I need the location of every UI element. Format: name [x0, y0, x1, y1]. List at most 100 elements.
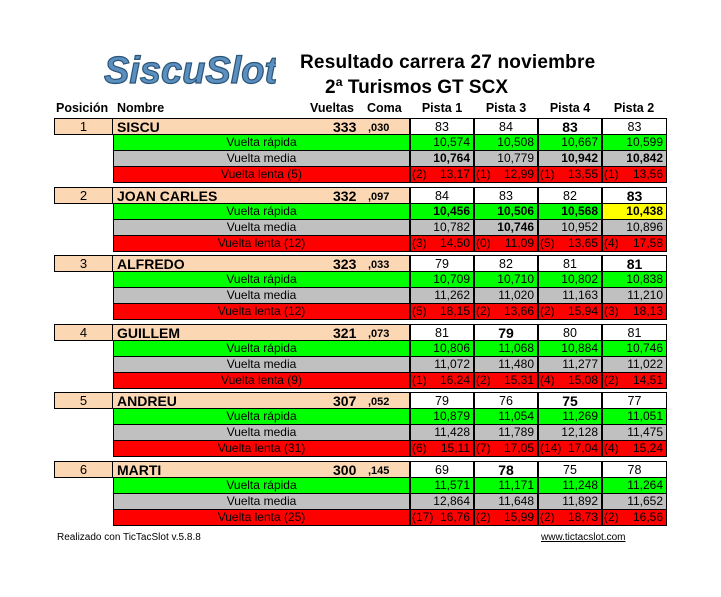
slow-lap-count: (2)	[540, 510, 555, 524]
slow-lap-count: (17)	[412, 510, 434, 524]
fast-lap-cell: 11,054	[474, 409, 538, 425]
fast-lap-label: Vuelta rápida	[113, 341, 410, 357]
track-laps-cell: 83	[474, 187, 538, 204]
slow-lap-time: 16,76	[439, 510, 470, 524]
slow-lap-cell: (1) 12,99	[474, 167, 538, 183]
average-lap-label: Vuelta media	[113, 494, 410, 510]
average-lap-cell: 11,480	[474, 357, 538, 373]
slow-lap-cell: (1) 13,55	[538, 167, 602, 183]
position-cell: 5	[54, 392, 113, 409]
track-laps-cell: 81	[538, 255, 602, 272]
average-lap-cell: 12,128	[538, 425, 602, 441]
lap-fraction: ,097	[368, 191, 390, 203]
average-lap-cell: 10,746	[474, 220, 538, 236]
slow-lap-count: (6)	[412, 441, 427, 455]
driver-name: ALFREDO	[117, 256, 185, 272]
average-lap-cell: 11,262	[410, 288, 474, 304]
average-lap-label: Vuelta media	[113, 425, 410, 441]
slow-lap-cell: (2) 15,99	[474, 510, 538, 526]
slow-lap-cell: (2) 15,31	[474, 373, 538, 389]
slow-lap-time: 15,31	[503, 373, 534, 387]
fast-lap-cell: 10,710	[474, 272, 538, 288]
track-laps-cell: 84	[410, 187, 474, 204]
lap-fraction: ,145	[368, 465, 390, 477]
track-laps-cell: 84	[474, 118, 538, 135]
track-laps-cell: 79	[410, 255, 474, 272]
slow-lap-time: 13,55	[567, 167, 598, 181]
slow-lap-count: (2)	[540, 304, 555, 318]
header-pista-2: Pista 2	[613, 101, 655, 115]
slow-lap-count: (4)	[604, 236, 619, 250]
slow-lap-cell: (2) 13,66	[474, 304, 538, 320]
driver-name: JOAN CARLES	[117, 188, 218, 204]
average-lap-cell: 11,163	[538, 288, 602, 304]
slow-lap-cell: (7) 17,05	[474, 441, 538, 457]
slow-lap-count: (3)	[412, 236, 427, 250]
slow-lap-label: Vuelta lenta (5)	[113, 167, 410, 183]
track-laps-cell: 75	[538, 461, 602, 478]
average-lap-cell: 11,022	[602, 357, 667, 373]
driver-row-header: SISCU 333 ,030	[113, 118, 410, 135]
average-lap-label: Vuelta media	[113, 151, 410, 167]
driver-name: SISCU	[117, 119, 160, 135]
slow-lap-time: 14,51	[632, 373, 663, 387]
slow-lap-count: (2)	[476, 373, 491, 387]
fast-lap-cell: 10,746	[602, 341, 667, 357]
average-lap-cell: 11,652	[602, 494, 667, 510]
average-lap-cell: 10,764	[410, 151, 474, 167]
average-lap-cell: 11,892	[538, 494, 602, 510]
fast-lap-label: Vuelta rápida	[113, 409, 410, 425]
fast-lap-cell: 10,574	[410, 135, 474, 151]
slow-lap-count: (0)	[476, 236, 491, 250]
track-laps-cell: 76	[474, 392, 538, 409]
average-lap-cell: 12,864	[410, 494, 474, 510]
slow-lap-cell: (2) 15,94	[538, 304, 602, 320]
track-laps-cell: 83	[602, 187, 667, 204]
fast-lap-cell: 11,269	[538, 409, 602, 425]
slow-lap-time: 16,56	[632, 510, 663, 524]
fast-lap-cell: 11,264	[602, 478, 667, 494]
fast-lap-label: Vuelta rápida	[113, 204, 410, 220]
slow-lap-cell: (6) 15,11	[410, 441, 474, 457]
svg-text:SiscuSlot: SiscuSlot	[104, 50, 276, 92]
track-laps-cell: 80	[538, 324, 602, 341]
fast-lap-cell: 10,709	[410, 272, 474, 288]
slow-lap-count: (14)	[540, 441, 562, 455]
slow-lap-label: Vuelta lenta (12)	[113, 304, 410, 320]
track-laps-cell: 83	[538, 118, 602, 135]
track-laps-cell: 79	[410, 392, 474, 409]
slow-lap-cell: (1) 16,24	[410, 373, 474, 389]
slow-lap-count: (4)	[540, 373, 555, 387]
track-laps-cell: 75	[538, 392, 602, 409]
track-laps-cell: 81	[602, 324, 667, 341]
slow-lap-count: (1)	[476, 167, 491, 181]
driver-row-header: JOAN CARLES 332 ,097	[113, 187, 410, 204]
position-cell: 6	[54, 461, 113, 478]
slow-lap-time: 18,73	[567, 510, 598, 524]
slow-lap-count: (1)	[540, 167, 555, 181]
slow-lap-time: 18,13	[632, 304, 663, 318]
fast-lap-cell: 10,438	[602, 204, 667, 220]
fast-lap-cell: 10,506	[474, 204, 538, 220]
slow-lap-label: Vuelta lenta (9)	[113, 373, 410, 389]
slow-lap-cell: (5) 18,15	[410, 304, 474, 320]
slow-lap-time: 17,04	[567, 441, 598, 455]
slow-lap-time: 18,15	[439, 304, 470, 318]
header-posicion: Posición	[56, 101, 109, 115]
driver-name: MARTI	[117, 462, 162, 478]
slow-lap-time: 14,50	[439, 236, 470, 250]
footer-link[interactable]: www.tictacslot.com	[541, 532, 626, 543]
fast-lap-cell: 11,171	[474, 478, 538, 494]
average-lap-cell: 11,020	[474, 288, 538, 304]
track-laps-cell: 69	[410, 461, 474, 478]
header-pista-1: Pista 1	[421, 101, 463, 115]
fast-lap-cell: 11,068	[474, 341, 538, 357]
slow-lap-cell: (1) 13,56	[602, 167, 667, 183]
position-cell: 4	[54, 324, 113, 341]
average-lap-cell: 10,842	[602, 151, 667, 167]
slow-lap-label: Vuelta lenta (31)	[113, 441, 410, 457]
slow-lap-cell: (4) 15,24	[602, 441, 667, 457]
slow-lap-time: 15,11	[440, 441, 470, 455]
track-laps-cell: 79	[474, 324, 538, 341]
track-laps-cell: 83	[410, 118, 474, 135]
